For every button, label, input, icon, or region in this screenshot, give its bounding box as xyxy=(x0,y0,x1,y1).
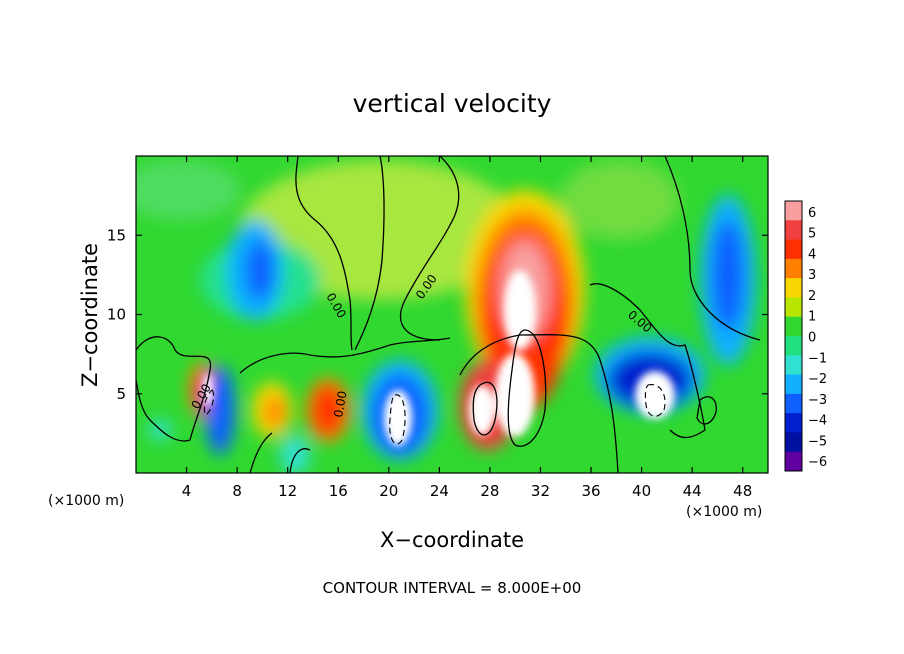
colorbar-swatch xyxy=(785,355,802,376)
contour-line xyxy=(389,394,406,445)
x-tick-label: 36 xyxy=(581,482,600,500)
colorbar-swatch xyxy=(785,297,802,318)
x-unit-right: (×1000 m) xyxy=(686,504,762,520)
chart-title: vertical velocity xyxy=(353,89,552,118)
colorbar-tick-label: 4 xyxy=(808,247,816,262)
x-tick-label: 20 xyxy=(379,482,398,500)
colorbar-tick-label: −6 xyxy=(808,455,827,470)
x-tick-label: 40 xyxy=(632,482,651,500)
zero-contour-line xyxy=(696,396,717,425)
colorbar-swatch xyxy=(785,374,802,395)
zero-contour-line xyxy=(399,156,460,341)
y-tick-label: 10 xyxy=(107,306,126,324)
colorbar-tick-label: 0 xyxy=(808,331,816,346)
contour-lines xyxy=(136,156,761,473)
colorbar: 6 5 4 3 2 1 0 −1 −2 −3 −4 −5 −6 xyxy=(784,200,827,472)
contour-label: 0.00 xyxy=(331,390,349,419)
zero-contour-line xyxy=(136,336,212,442)
colorbar-tick-label: −5 xyxy=(808,434,827,449)
zero-contour-line xyxy=(289,448,311,473)
field-shading xyxy=(136,160,756,473)
zero-contour-line xyxy=(249,432,273,473)
x-tick-label: 4 xyxy=(182,482,192,500)
colorbar-swatch xyxy=(785,220,802,241)
zero-contour-line xyxy=(354,156,385,351)
contour-interval-note: CONTOUR INTERVAL = 8.000E+00 xyxy=(323,579,582,597)
colorbar-swatch xyxy=(785,451,802,472)
contour-line xyxy=(472,381,498,436)
negative-contour-lines xyxy=(203,384,666,445)
zero-contour-line xyxy=(295,156,353,351)
y-tick-label: 15 xyxy=(107,226,126,244)
x-tick-label: 28 xyxy=(480,482,499,500)
zero-contour-line xyxy=(589,283,706,439)
x-tick-label: 12 xyxy=(278,482,297,500)
x-axis: 4 8 12 16 20 24 28 32 36 40 44 48 xyxy=(182,156,752,500)
colorbar-swatch xyxy=(785,432,802,453)
x-tick-label: 16 xyxy=(329,482,348,500)
zero-contour-line xyxy=(239,337,451,374)
colorbar-tick-label: 3 xyxy=(808,268,816,283)
contour-line xyxy=(507,329,547,447)
field-extremes xyxy=(203,270,675,446)
colorbar-tick-label: −3 xyxy=(808,393,827,408)
colorbar-swatch xyxy=(785,258,802,279)
colorbar-tick-label: 5 xyxy=(808,227,816,242)
y-tick-label: 5 xyxy=(116,385,126,403)
contour-line xyxy=(644,384,666,417)
colorbar-swatch xyxy=(785,278,802,298)
plot-field: 0.00 0.00 0.00 0.00 0.00 xyxy=(136,156,768,473)
x-tick-label: 8 xyxy=(232,482,242,500)
x-tick-label: 32 xyxy=(531,482,550,500)
colorbar-swatch xyxy=(785,393,802,414)
colorbar-swatch xyxy=(785,201,802,221)
x-tick-label: 48 xyxy=(733,482,752,500)
colorbar-tick-label: −1 xyxy=(808,351,827,366)
x-tick-label: 24 xyxy=(430,482,449,500)
x-unit-left: (×1000 m) xyxy=(48,493,124,509)
x-tick-label: 44 xyxy=(683,482,702,500)
colorbar-tick-label: 2 xyxy=(808,289,816,304)
y-axis: 5 10 15 xyxy=(107,226,768,403)
zero-contour-line xyxy=(664,156,761,341)
colorbar-tick-label: −2 xyxy=(808,372,827,387)
colorbar-swatch xyxy=(785,413,802,433)
zero-contour-line xyxy=(459,334,619,473)
colorbar-frame xyxy=(784,200,803,472)
colorbar-tick-label: 6 xyxy=(808,206,816,221)
colorbar-tick-label: 1 xyxy=(808,310,816,325)
colorbar-swatch xyxy=(785,336,802,356)
y-axis-title: Z−coordinate xyxy=(78,243,102,387)
colorbar-swatch xyxy=(785,316,802,337)
colorbar-tick-label: −4 xyxy=(808,414,827,429)
colorbar-swatch xyxy=(785,239,802,260)
x-axis-title: X−coordinate xyxy=(380,528,524,552)
